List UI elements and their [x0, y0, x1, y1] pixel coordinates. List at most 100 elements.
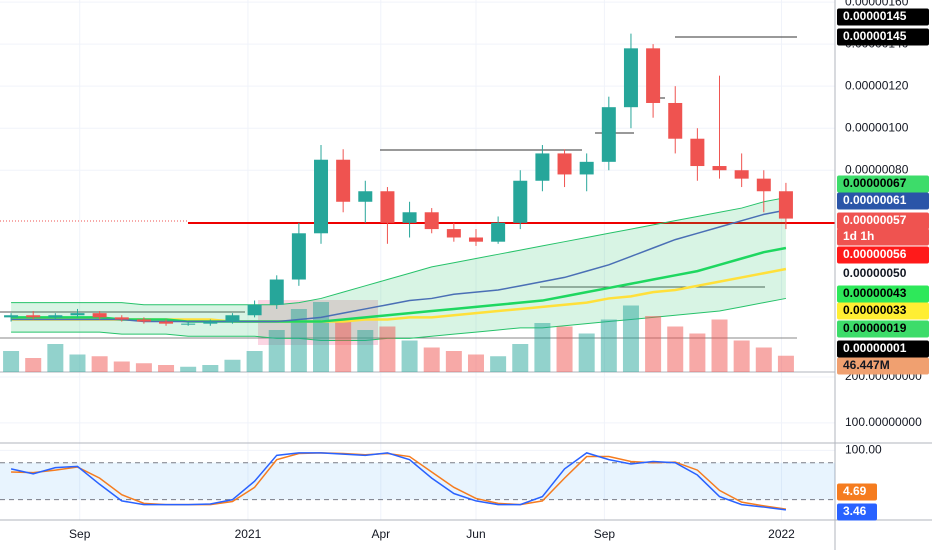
y-tick-label: 100.00000000: [845, 415, 922, 429]
price-tag: 0.00000067: [837, 175, 929, 193]
price-tag-bg: [837, 175, 929, 193]
candle-body: [468, 237, 483, 242]
candle-body: [557, 153, 572, 175]
volume-bar: [47, 344, 64, 372]
candle-body: [601, 107, 616, 162]
x-tick-label: Apr: [371, 527, 390, 541]
volume-bar: [667, 326, 684, 372]
oscillator-tag-label: 4.69: [843, 484, 867, 498]
price-tag-label: 0.00000033: [843, 303, 907, 317]
volume-bar: [534, 323, 551, 372]
price-tag-label: 0.00000043: [843, 286, 907, 300]
candle-body: [491, 222, 506, 242]
candle-body: [668, 102, 683, 139]
candle-body: [181, 323, 196, 325]
volume-bar: [313, 302, 330, 372]
price-tag-label: 0.00000056: [843, 247, 907, 261]
candle-body: [380, 191, 395, 223]
candle-body: [136, 319, 151, 322]
volume-bar: [202, 365, 219, 372]
y-tick-label: 0.00000160: [845, 0, 909, 8]
volume-bar: [224, 359, 241, 372]
volume-bar: [3, 351, 20, 372]
price-tag: 46.447M: [837, 357, 929, 375]
volume-bar: [357, 330, 374, 372]
price-tag-bg: [837, 320, 929, 338]
volume-bar: [180, 366, 197, 372]
x-tick-label: Sep: [69, 527, 91, 541]
price-tag: 0.00000050: [837, 265, 929, 283]
volume-bar: [379, 326, 396, 372]
x-tick-label: 2022: [768, 527, 795, 541]
candle-body: [26, 315, 41, 318]
candle-body: [690, 138, 705, 167]
price-tag-bg: [837, 212, 929, 230]
candle-body: [247, 304, 262, 316]
candle-body: [646, 48, 661, 103]
candle-body: [778, 191, 793, 219]
candle-body: [159, 321, 174, 324]
price-tag: 0.00000043: [837, 285, 929, 303]
volume-bar: [246, 351, 263, 372]
volume-bar: [490, 356, 507, 372]
volume-bar: [113, 361, 130, 372]
x-tick-label: 2021: [235, 527, 262, 541]
volume-bar: [578, 333, 595, 372]
price-tag: 0.00000057: [837, 212, 929, 230]
price-tag-bg: [837, 357, 929, 375]
price-tag-label: 0.00000067: [843, 176, 907, 190]
candle-body: [4, 315, 19, 318]
candle-body: [203, 321, 218, 324]
price-tag: 0.00000056: [837, 246, 929, 264]
candle-body: [446, 229, 461, 238]
candle-body: [734, 170, 749, 179]
volume-bar: [91, 356, 108, 372]
volume-bar: [755, 347, 772, 372]
price-tag-bg: [837, 302, 929, 320]
volume-bar: [135, 363, 152, 372]
candle-body: [114, 317, 129, 320]
y-tick-label: 0.00000080: [845, 162, 909, 176]
volume-bar: [25, 358, 42, 372]
price-tag-label: 1d 1h: [843, 229, 874, 243]
price-tag: 1d 1h: [837, 228, 929, 246]
price-tag-bg: [837, 285, 929, 303]
price-tag-bg: [837, 192, 929, 210]
price-tag: 0.00000145: [837, 28, 929, 46]
oscillator-tag: 4.69: [837, 483, 877, 501]
candle-body: [402, 212, 417, 223]
volume-bar: [69, 354, 86, 372]
price-tag-label: 46.447M: [843, 358, 890, 372]
candle-body: [336, 159, 351, 202]
candle-body: [48, 315, 63, 318]
volume-bar: [467, 354, 484, 372]
volume-bar: [777, 355, 794, 372]
oscillator-tag: 3.46: [837, 503, 877, 521]
oscillator-line: [10, 452, 787, 511]
volume-bar: [335, 319, 352, 372]
price-tag-bg: [837, 340, 929, 358]
price-tag-bg: [837, 28, 929, 46]
candle-body: [269, 279, 284, 305]
price-tag-label: 0.00000145: [843, 29, 907, 43]
volume-bar: [290, 309, 307, 372]
x-tick-label: Jun: [466, 527, 485, 541]
volume-bar: [556, 326, 573, 372]
price-tag-label: 0.00000019: [843, 321, 907, 335]
volume-bar: [733, 340, 750, 372]
price-tag-bg: [837, 246, 929, 264]
y-tick-label: 0.00000120: [845, 78, 909, 92]
oscillator-tag-bg: [837, 483, 877, 501]
price-tag-label: 0.00000145: [843, 9, 907, 23]
oscillator-tag-bg: [837, 503, 877, 521]
volume-bar: [268, 330, 285, 372]
candle-body: [92, 313, 107, 318]
price-tag: 0.00000145: [837, 8, 929, 26]
volume-bar: [445, 351, 462, 372]
x-tick-label: Sep: [594, 527, 616, 541]
volume-bar: [711, 319, 728, 372]
volume-bar: [600, 319, 617, 372]
volume-bar: [622, 305, 639, 372]
